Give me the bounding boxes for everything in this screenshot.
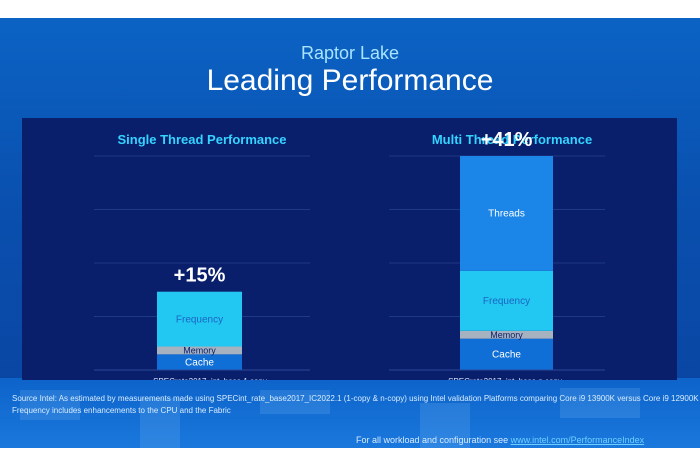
single-segment-label-frequency: Frequency — [176, 314, 223, 325]
multi-thread-chart-title: Multi Thread Performance — [431, 132, 593, 147]
single-total-label: +15% — [174, 265, 226, 287]
slide-title: Leading Performance — [206, 64, 494, 97]
multi-bar-frequency — [460, 270, 553, 331]
decor-pixel — [140, 398, 180, 448]
frequency-note: Frequency includes enhancements to the C… — [12, 406, 231, 415]
multi-segment-label-threads: Threads — [488, 209, 525, 220]
slide-subtitle: Raptor Lake — [300, 43, 400, 63]
slide-bottom-band — [0, 378, 700, 448]
single-bar-frequency — [157, 291, 242, 347]
performance-index-link[interactable]: www.intel.com/PerformanceIndex — [510, 435, 645, 445]
chart-panel: Single Thread Performance Multi Thread P… — [22, 118, 677, 380]
multi-total-label: +41% — [481, 129, 533, 151]
single-segment-label-memory: Memory — [183, 345, 216, 355]
workload-note-text: For all workload and configuration see — [356, 435, 511, 445]
workload-note: For all workload and configuration see w… — [356, 435, 644, 445]
multi-category-label: SPECrate2017_int_base n copy — [448, 377, 562, 380]
multi-segment-label-cache: Cache — [492, 350, 521, 361]
single-category-label: SPECrate2017_int_base 1 copy — [153, 377, 267, 380]
decor-pixel — [20, 390, 80, 420]
multi-bar-memory — [460, 330, 553, 339]
decor-pixel — [420, 403, 470, 448]
decor-pixel — [560, 388, 640, 418]
decor-pixel — [260, 390, 330, 414]
multi-segment-label-frequency: Frequency — [483, 296, 530, 307]
single-bar-cache — [157, 354, 242, 370]
source-note: Source Intel: As estimated by measuremen… — [12, 394, 699, 403]
single-bar-memory — [157, 346, 242, 355]
performance-charts: Cache Memory Frequency +15% SPECrate2017_int… — [94, 129, 605, 380]
multi-segment-label-memory: Memory — [490, 330, 523, 340]
single-thread-chart-title: Single Thread Performance — [117, 132, 287, 147]
multi-bar-cache — [460, 338, 553, 370]
multi-bar-threads — [460, 156, 553, 271]
single-segment-label-cache: Cache — [185, 358, 214, 369]
slide-background: Raptor Lake Leading Performance Single T… — [0, 18, 700, 448]
